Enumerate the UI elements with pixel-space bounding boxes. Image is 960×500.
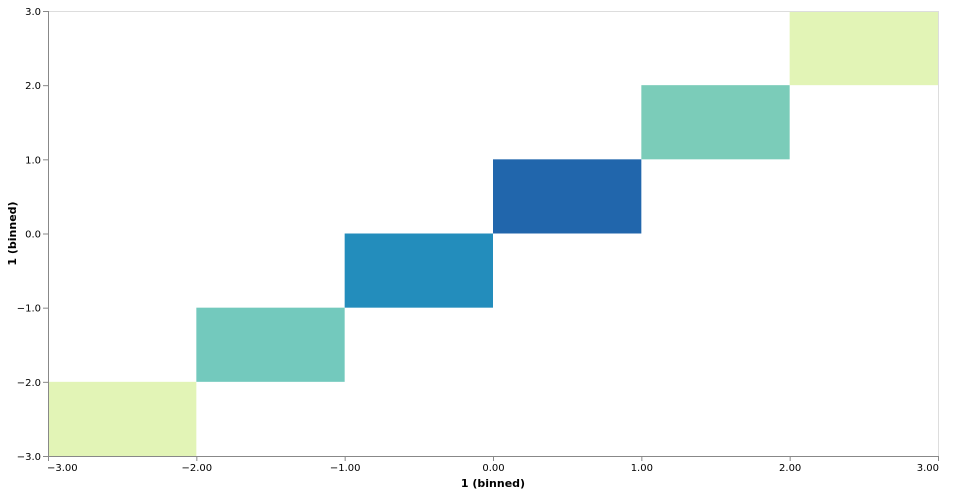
y-axis: −3.0 −2.0 −1.0 0.0 1.0 2.0 3.0 <box>17 7 49 463</box>
y-tick-label: −3.0 <box>17 452 41 463</box>
heatmap-cell <box>641 85 790 160</box>
heatmap-cell <box>789 11 938 86</box>
y-tick-label: 1.0 <box>25 155 41 166</box>
heatmap-cell <box>493 159 642 234</box>
heatmap-cell <box>196 307 345 382</box>
x-tick-label: 0.00 <box>482 463 504 474</box>
x-tick-label: −3.00 <box>47 463 78 474</box>
y-tick-label: 0.0 <box>25 230 41 241</box>
x-tick-label: 3.00 <box>917 463 939 474</box>
heatmap-cell <box>48 381 197 456</box>
heatmap-cells <box>48 11 938 456</box>
y-tick-label: −2.0 <box>17 378 41 389</box>
y-tick-label: 3.0 <box>25 7 41 18</box>
x-tick-label: 1.00 <box>631 463 653 474</box>
x-tick-label: 2.00 <box>779 463 801 474</box>
x-tick-label: −2.00 <box>182 463 213 474</box>
heatmap-cell <box>344 233 493 308</box>
x-tick-label: −1.00 <box>330 463 361 474</box>
y-tick-label: 2.0 <box>25 81 41 92</box>
y-tick-label: −1.0 <box>17 304 41 315</box>
x-axis-title: 1 (binned) <box>461 477 525 490</box>
x-axis: −3.00 −2.00 −1.00 0.00 1.00 2.00 3.00 <box>47 456 939 474</box>
y-axis-title: 1 (binned) <box>6 201 19 265</box>
